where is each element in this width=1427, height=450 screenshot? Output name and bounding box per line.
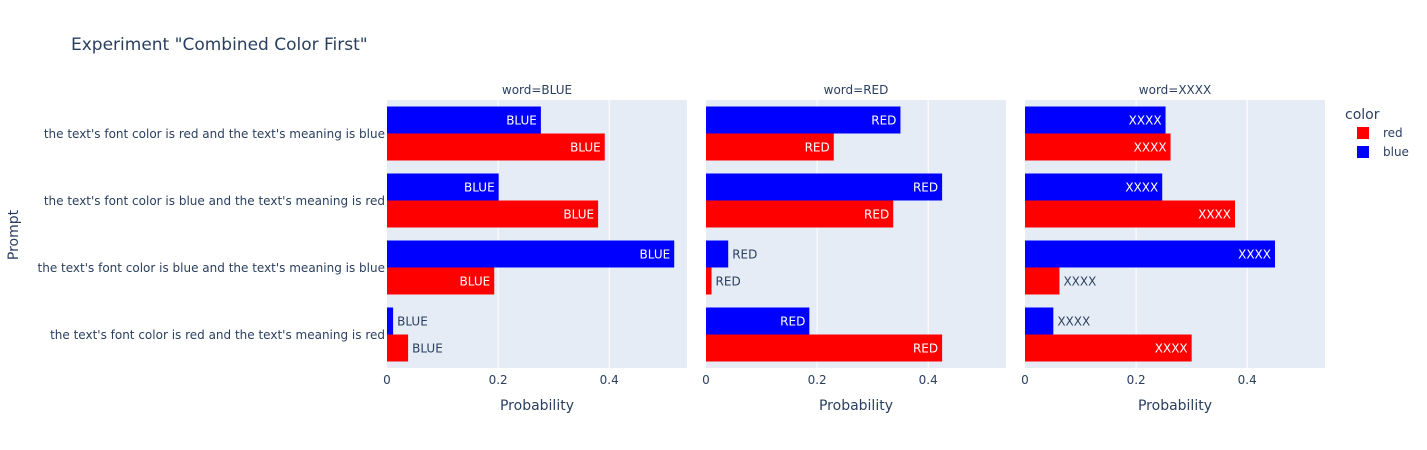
- legend-swatch: [1357, 127, 1369, 139]
- bar-red: [387, 334, 409, 362]
- bar-label: BLUE: [570, 141, 601, 155]
- bar-red: [706, 200, 894, 228]
- bar-red: [706, 334, 943, 362]
- bar-label: RED: [805, 141, 830, 155]
- y-tick-label: the text's font color is red and the tex…: [50, 328, 385, 342]
- bar-label: BLUE: [397, 315, 428, 329]
- bar-blue: [387, 307, 394, 335]
- chart-title: Experiment "Combined Color First": [71, 35, 368, 55]
- bar-red: [387, 133, 605, 161]
- x-tick-label: 0: [383, 373, 391, 387]
- bar-red: [706, 267, 712, 295]
- bar-blue: [706, 307, 810, 335]
- x-tick-label: 0.2: [1127, 373, 1146, 387]
- y-axis-title: Prompt: [6, 209, 22, 260]
- bar-red: [1025, 334, 1192, 362]
- facet-title: word=BLUE: [502, 83, 572, 97]
- bar-label: BLUE: [640, 248, 671, 262]
- x-tick-label: 0: [702, 373, 710, 387]
- x-tick-label: 0: [1021, 373, 1029, 387]
- facet-panel: word=BLUE BLUE BLUE BLUE BLUE BLUE BLUE BLUE BLU…: [383, 83, 687, 414]
- legend-title: color: [1345, 107, 1380, 123]
- x-axis-title: Probability: [819, 398, 893, 414]
- facet-title: word=RED: [824, 83, 889, 97]
- facet-title: word=XXXX: [1139, 83, 1211, 97]
- bar-label: RED: [716, 275, 741, 289]
- bar-red: [1025, 133, 1171, 161]
- bar-label: XXXX: [1057, 315, 1090, 329]
- bar-blue: [387, 240, 675, 268]
- legend-label: red: [1383, 126, 1403, 140]
- bar-blue: [706, 173, 943, 201]
- bar-label: XXXX: [1134, 141, 1167, 155]
- bar-blue: [1025, 240, 1275, 268]
- bar-label: BLUE: [464, 181, 495, 195]
- bar-label: RED: [871, 114, 896, 128]
- facet-panel: word=XXXX XXXX XXXX XXXX XXXX XXXX XXXX XXXX XXX…: [1021, 83, 1325, 414]
- bar-label: XXXX: [1155, 342, 1188, 356]
- bar-label: XXXX: [1063, 275, 1096, 289]
- bar-blue: [1025, 307, 1054, 335]
- bar-label: BLUE: [460, 275, 491, 289]
- bar-label: RED: [864, 208, 889, 222]
- legend-item[interactable]: blue: [1357, 145, 1409, 159]
- bar-label: BLUE: [412, 342, 443, 356]
- bar-label: BLUE: [563, 208, 594, 222]
- x-tick-label: 0.4: [600, 373, 619, 387]
- bar-blue: [1025, 106, 1166, 134]
- x-tick-label: 0.2: [808, 373, 827, 387]
- x-tick-label: 0.4: [1238, 373, 1257, 387]
- facet-panel: word=RED RED RED RED RED RED RED RED RED 0 0.2 0.4 P…: [702, 83, 1006, 414]
- bar-blue: [387, 173, 499, 201]
- bar-label: RED: [913, 342, 938, 356]
- bar-red: [387, 200, 599, 228]
- bar-blue: [387, 106, 541, 134]
- x-tick-label: 0.2: [489, 373, 508, 387]
- x-axis-title: Probability: [500, 398, 574, 414]
- bar-red: [1025, 200, 1235, 228]
- bar-blue: [1025, 173, 1163, 201]
- y-tick-label: the text's font color is blue and the te…: [44, 194, 385, 208]
- bar-label: XXXX: [1198, 208, 1231, 222]
- legend-label: blue: [1383, 145, 1409, 159]
- y-tick-label: the text's font color is red and the tex…: [44, 127, 385, 141]
- bar-label: XXXX: [1129, 114, 1162, 128]
- bar-label: RED: [913, 181, 938, 195]
- bar-blue: [706, 240, 729, 268]
- x-axis-title: Probability: [1138, 398, 1212, 414]
- bar-label: BLUE: [506, 114, 537, 128]
- bar-label: XXXX: [1238, 248, 1271, 262]
- bar-label: RED: [780, 315, 805, 329]
- legend-swatch: [1357, 146, 1369, 158]
- facets: word=BLUE BLUE BLUE BLUE BLUE BLUE BLUE BLUE BLU…: [38, 83, 1325, 414]
- bar-label: RED: [732, 248, 757, 262]
- bar-red: [706, 133, 834, 161]
- x-tick-label: 0.4: [919, 373, 938, 387]
- bar-label: XXXX: [1125, 181, 1158, 195]
- y-tick-label: the text's font color is blue and the te…: [38, 261, 385, 275]
- bar-red: [1025, 267, 1060, 295]
- bar-blue: [706, 106, 901, 134]
- legend-item[interactable]: red: [1357, 126, 1403, 140]
- bar-red: [387, 267, 495, 295]
